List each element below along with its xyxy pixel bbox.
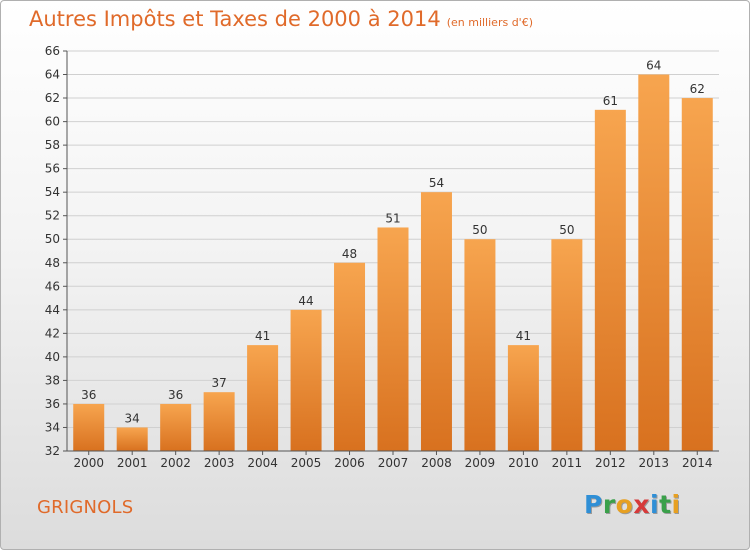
y-tick-label: 62 <box>45 91 60 105</box>
y-tick-label: 66 <box>45 44 60 58</box>
bars: 36 34 36 37 41 44 48 51 54 50 41 50 61 64 62 <box>73 59 713 452</box>
bar[interactable] <box>377 227 409 451</box>
x-tick-label: 2008 <box>421 456 452 470</box>
x-tick-label: 2009 <box>465 456 496 470</box>
x-tick-label: 2000 <box>73 456 104 470</box>
logo-letter: i <box>650 490 660 519</box>
x-tick-label: 2003 <box>204 456 235 470</box>
y-tick-label: 48 <box>45 256 60 270</box>
logo-letter: o <box>615 490 634 519</box>
bar-value-label: 50 <box>472 223 487 237</box>
x-tick-label: 2001 <box>117 456 148 470</box>
place-name: GRIGNOLS <box>37 497 134 518</box>
bar-value-label: 48 <box>342 247 357 261</box>
x-tick-label: 2004 <box>247 456 278 470</box>
x-tick-label: 2005 <box>291 456 322 470</box>
bar[interactable] <box>334 262 366 451</box>
bar-value-label: 41 <box>255 329 270 343</box>
bar-value-label: 44 <box>298 294 313 308</box>
bar-value-label: 36 <box>81 388 96 402</box>
logo-letter: i <box>671 490 681 519</box>
bar[interactable] <box>551 239 583 451</box>
x-tick-label: 2011 <box>552 456 583 470</box>
x-tick-label: 2012 <box>595 456 626 470</box>
unit-note: (en milliers d'€) <box>446 16 533 29</box>
bar-value-label: 37 <box>211 376 226 390</box>
y-tick-label: 46 <box>45 279 60 293</box>
y-tick-label: 42 <box>45 326 60 340</box>
logo-letter: r <box>602 490 616 519</box>
x-tick-label: 2006 <box>334 456 365 470</box>
y-tick-label: 38 <box>45 373 60 387</box>
x-tick-label: 2010 <box>508 456 539 470</box>
x-tick-label: 2014 <box>682 456 713 470</box>
bar-value-label: 62 <box>690 82 705 96</box>
y-tick-label: 60 <box>45 115 60 129</box>
bar[interactable] <box>247 345 279 451</box>
bar[interactable] <box>290 309 322 451</box>
chart-title: Autres Impôts et Taxes de 2000 à 2014 (en… <box>29 7 533 31</box>
title-text: Autres Impôts et Taxes de 2000 à 2014 <box>29 7 441 31</box>
logo-letter: P <box>584 490 603 519</box>
y-tick-label: 50 <box>45 232 60 246</box>
bar-value-label: 64 <box>646 59 661 73</box>
bar-value-label: 61 <box>603 94 618 108</box>
y-tick-label: 44 <box>45 303 60 317</box>
bar[interactable] <box>73 403 105 451</box>
x-tick-label: 2002 <box>160 456 191 470</box>
bar[interactable] <box>160 403 192 451</box>
logo-letter: x <box>633 490 650 519</box>
bar-value-label: 36 <box>168 388 183 402</box>
x-tick-label: 2013 <box>639 456 670 470</box>
logo-letter: t <box>659 490 672 519</box>
y-tick-label: 64 <box>45 68 60 82</box>
y-tick-label: 40 <box>45 350 60 364</box>
bar-value-label: 34 <box>125 411 140 425</box>
bar[interactable] <box>594 109 626 451</box>
bar-value-label: 51 <box>385 211 400 225</box>
y-tick-label: 54 <box>45 185 60 199</box>
axes: 32 34 36 38 40 42 44 46 48 50 52 54 56 58 60 62 64 66 2000… <box>45 44 719 470</box>
proxiti-logo[interactable]: Proxiti <box>584 490 681 519</box>
bar[interactable] <box>116 427 148 451</box>
y-tick-label: 52 <box>45 209 60 223</box>
bar[interactable] <box>464 239 496 451</box>
bar[interactable] <box>681 98 713 451</box>
y-tick-label: 36 <box>45 397 60 411</box>
bar[interactable] <box>638 74 670 451</box>
y-tick-label: 56 <box>45 162 60 176</box>
bar-value-label: 54 <box>429 176 444 190</box>
bar[interactable] <box>420 192 452 452</box>
y-tick-label: 58 <box>45 138 60 152</box>
x-tick-label: 2007 <box>378 456 409 470</box>
bar-value-label: 41 <box>516 329 531 343</box>
bar[interactable] <box>507 345 539 451</box>
bar-value-label: 50 <box>559 223 574 237</box>
y-tick-label: 34 <box>45 420 60 434</box>
bar[interactable] <box>203 392 235 451</box>
y-tick-label: 32 <box>45 444 60 458</box>
